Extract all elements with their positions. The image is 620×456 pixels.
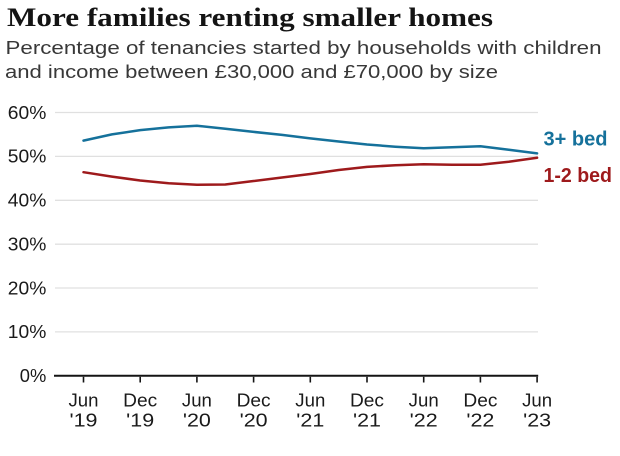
svg-text:'20: '20 bbox=[240, 410, 268, 430]
svg-text:More families renting smaller: More families renting smaller homes bbox=[7, 3, 493, 32]
svg-text:'22: '22 bbox=[410, 410, 438, 430]
svg-text:Jun: Jun bbox=[182, 391, 212, 411]
svg-text:Jun: Jun bbox=[295, 391, 325, 411]
svg-text:'19: '19 bbox=[126, 410, 154, 430]
svg-text:Dec: Dec bbox=[237, 391, 271, 411]
svg-text:'19: '19 bbox=[70, 410, 98, 430]
svg-text:Jun: Jun bbox=[409, 391, 439, 411]
svg-text:20%: 20% bbox=[8, 278, 47, 298]
svg-text:1-2 bed: 1-2 bed bbox=[544, 164, 613, 187]
svg-text:'22: '22 bbox=[466, 410, 494, 430]
svg-text:Dec: Dec bbox=[463, 391, 497, 411]
svg-text:Jun: Jun bbox=[522, 391, 552, 411]
svg-text:Jun: Jun bbox=[69, 391, 99, 411]
svg-text:and income between £30,000 and: and income between £30,000 and £70,000 b… bbox=[5, 62, 498, 82]
svg-text:'21: '21 bbox=[296, 410, 324, 430]
svg-text:Percentage of tenancies starte: Percentage of tenancies started by house… bbox=[6, 38, 602, 58]
svg-text:3+ bed: 3+ bed bbox=[544, 128, 608, 151]
svg-text:0%: 0% bbox=[20, 366, 47, 386]
svg-text:10%: 10% bbox=[8, 322, 47, 342]
svg-text:'20: '20 bbox=[183, 410, 211, 430]
svg-text:40%: 40% bbox=[8, 191, 47, 211]
svg-text:30%: 30% bbox=[8, 235, 47, 255]
svg-text:'21: '21 bbox=[353, 410, 381, 430]
svg-text:60%: 60% bbox=[8, 103, 47, 123]
svg-text:Dec: Dec bbox=[350, 391, 384, 411]
svg-text:'23: '23 bbox=[523, 410, 551, 430]
svg-text:50%: 50% bbox=[8, 147, 47, 167]
svg-text:Dec: Dec bbox=[123, 391, 157, 411]
